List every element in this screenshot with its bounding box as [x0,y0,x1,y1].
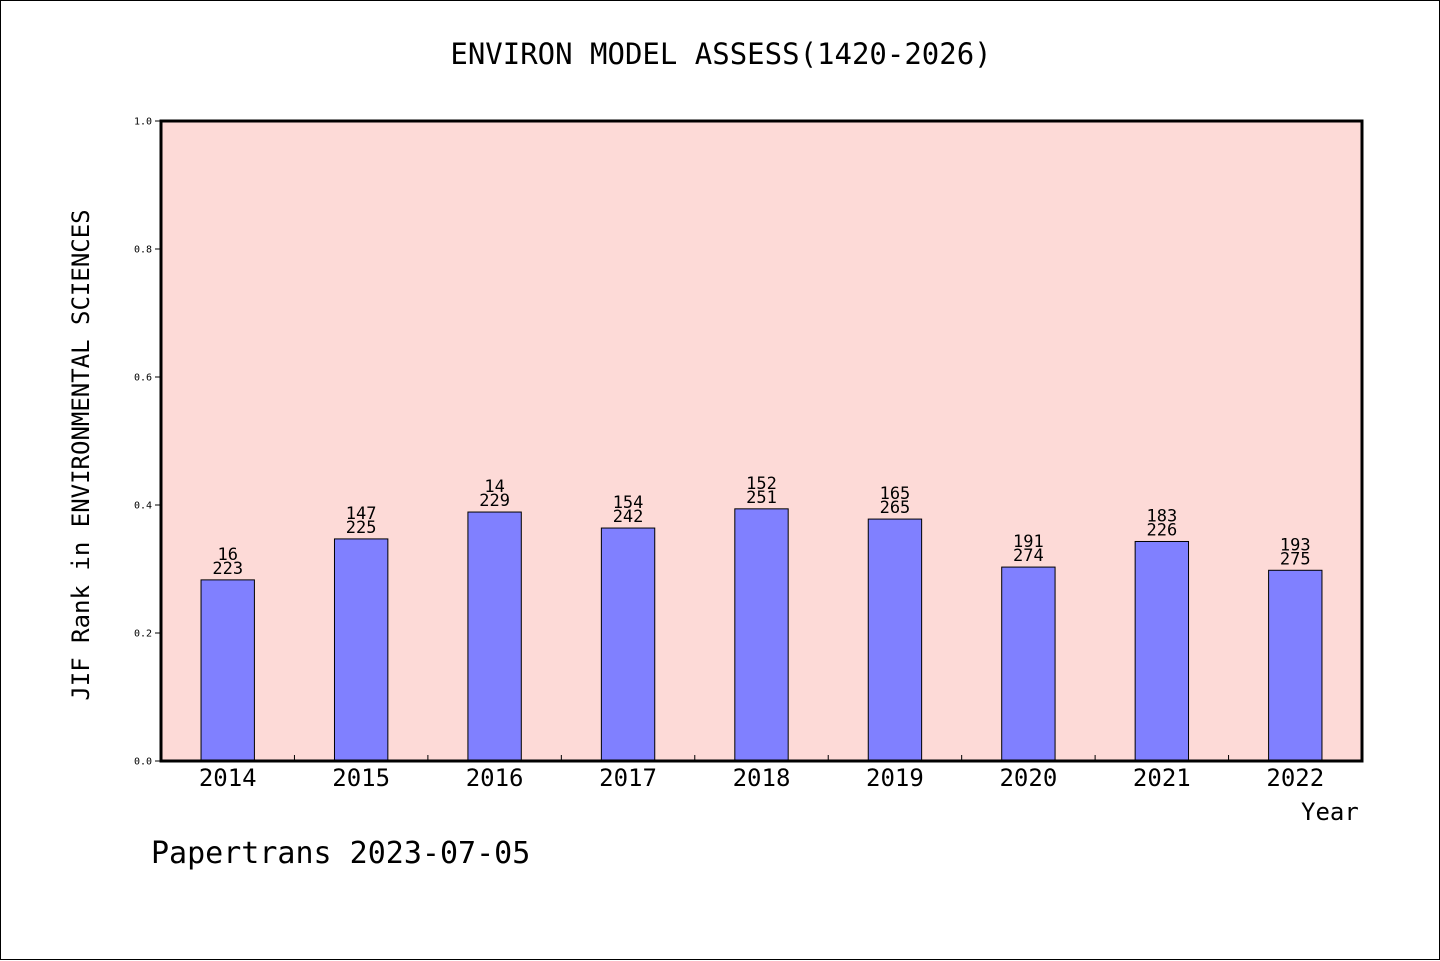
bar-label-bottom: 223 [212,559,243,579]
bar-label-top: 193 [1280,535,1311,555]
bar-label-top: 14 [484,477,504,497]
y-tick-label: 0.4 [134,501,152,512]
bar-label-top: 147 [346,504,377,524]
bar-label-top: 154 [613,493,644,513]
x-tick-label: 2022 [1266,764,1324,792]
y-tick-label: 1.0 [134,117,152,128]
x-tick-label: 2021 [1133,764,1191,792]
bar [600,527,656,762]
bar-label-bottom: 242 [613,507,644,527]
bar-label-top: 16 [217,545,237,565]
x-axis-label: Year [1301,798,1359,826]
y-tick-label: 0.8 [134,245,152,256]
x-tick-label: 2015 [332,764,390,792]
bar-label-top: 183 [1146,506,1177,526]
bar-label-bottom: 225 [346,518,377,538]
x-tick-label: 2020 [999,764,1057,792]
x-tick-label: 2017 [599,764,657,792]
x-tick-label: 2014 [199,764,257,792]
bar-label-bottom: 251 [746,488,777,508]
bar-label-bottom: 275 [1280,549,1311,569]
footer-credit: Papertrans 2023-07-05 [151,836,531,871]
x-tick-label: 2016 [466,764,524,792]
x-tick-label: 2019 [866,764,924,792]
bar-label-bottom: 274 [1013,546,1044,566]
bar [867,518,923,762]
bar [1001,566,1056,762]
bar-label-bottom: 265 [880,498,911,518]
bar-label-top: 165 [880,484,911,504]
plot-border [159,119,1364,763]
y-axis-label: JIF Rank in ENVIRONMENTAL SCIENCES [67,209,95,701]
y-tick-label: 0.6 [134,373,152,384]
bar-label-top: 191 [1013,532,1044,552]
y-tick-label: 0.2 [134,629,152,640]
bar [1268,569,1323,762]
y-tick-label: 0.0 [134,757,152,768]
x-tick-label: 2018 [733,764,791,792]
bar [734,508,789,762]
bar-label-bottom: 226 [1146,520,1177,540]
bar [467,511,522,762]
bar [333,538,389,762]
bar-label-top: 152 [746,474,777,494]
chart-title: ENVIRON MODEL ASSESS(1420-2026) [450,37,992,71]
bar-label-bottom: 229 [479,491,510,511]
bar [200,579,255,762]
bar [1134,540,1190,762]
